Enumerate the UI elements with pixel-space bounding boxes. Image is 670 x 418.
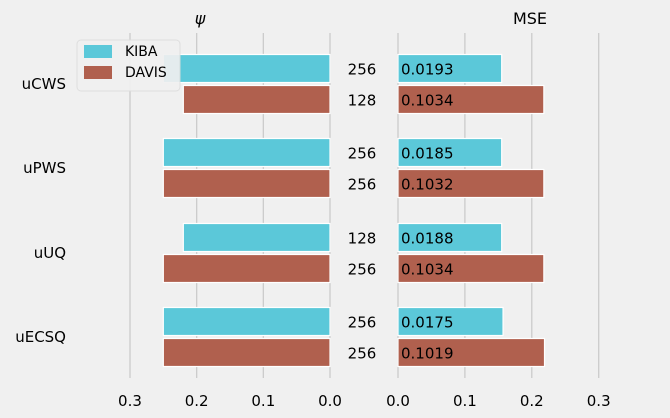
left-tick-label: 0.0 bbox=[318, 392, 342, 410]
mse-annotation-kiba-upws: 0.0185 bbox=[401, 145, 454, 163]
category-label: uPWS bbox=[23, 159, 66, 177]
right-tick-label: 0.0 bbox=[386, 392, 410, 410]
legend-label-kiba: KIBA bbox=[125, 44, 158, 60]
psi-bar-kiba-uuq bbox=[182, 222, 331, 253]
legend-swatch-davis bbox=[84, 66, 112, 79]
legend-swatch-kiba bbox=[84, 45, 112, 58]
left-tick-label: 0.2 bbox=[185, 392, 209, 410]
mse-panel-title: MSE bbox=[513, 9, 547, 28]
legend-label-davis: DAVIS bbox=[125, 65, 167, 81]
bars bbox=[162, 53, 546, 368]
psi-bar-kiba-uecsq bbox=[162, 306, 331, 337]
mse-annotation-davis-uuq: 0.1034 bbox=[401, 261, 454, 279]
category-label: uUQ bbox=[34, 244, 66, 262]
psi-annotation-davis-ucws: 128 bbox=[348, 92, 377, 110]
psi-bar-davis-uuq bbox=[162, 253, 331, 284]
psi-annotation-davis-uecsq: 256 bbox=[348, 345, 377, 363]
psi-bar-davis-ucws bbox=[182, 84, 331, 115]
left-tick-label: 0.3 bbox=[118, 392, 142, 410]
psi-annotation-davis-upws: 256 bbox=[348, 176, 377, 194]
mse-annotation-davis-ucws: 0.1034 bbox=[401, 92, 454, 110]
psi-bar-davis-uecsq bbox=[162, 337, 331, 368]
mse-bar-davis-upws bbox=[397, 168, 545, 199]
mse-bar-kiba-ucws bbox=[397, 53, 503, 84]
psi-bar-kiba-upws bbox=[162, 137, 331, 168]
psi-annotation-kiba-ucws: 256 bbox=[348, 61, 377, 79]
psi-bar-davis-upws bbox=[162, 168, 331, 199]
mse-bar-davis-uecsq bbox=[397, 337, 546, 368]
right-tick-label: 0.1 bbox=[453, 392, 477, 410]
psi-panel-title: ψ bbox=[195, 9, 206, 28]
mse-bar-kiba-uecsq bbox=[397, 306, 504, 337]
psi-bar-kiba-ucws bbox=[162, 53, 331, 84]
labels: 256 256 128 256 128 256 256 256 0.0193 0.0185 0.01… bbox=[15, 9, 610, 410]
category-label: uECSQ bbox=[15, 328, 66, 346]
mse-bar-davis-uuq bbox=[397, 253, 545, 284]
legend: KIBA DAVIS bbox=[76, 39, 181, 92]
mse-annotation-kiba-uecsq: 0.0175 bbox=[401, 314, 454, 332]
psi-annotation-davis-uuq: 256 bbox=[348, 261, 377, 279]
psi-annotation-kiba-upws: 256 bbox=[348, 145, 377, 163]
mse-bar-kiba-uuq bbox=[397, 222, 503, 253]
mse-bar-davis-ucws bbox=[397, 84, 545, 115]
mse-annotation-kiba-uuq: 0.0188 bbox=[401, 230, 454, 248]
category-label: uCWS bbox=[22, 75, 66, 93]
right-tick-label: 0.2 bbox=[520, 392, 544, 410]
mse-annotation-davis-uecsq: 0.1019 bbox=[401, 345, 454, 363]
left-tick-label: 0.1 bbox=[251, 392, 275, 410]
mse-annotation-davis-upws: 0.1032 bbox=[401, 176, 454, 194]
right-tick-label: 0.3 bbox=[587, 392, 611, 410]
mse-annotation-kiba-ucws: 0.0193 bbox=[401, 61, 454, 79]
psi-annotation-kiba-uecsq: 256 bbox=[348, 314, 377, 332]
mse-bar-kiba-upws bbox=[397, 137, 503, 168]
psi-annotation-kiba-uuq: 128 bbox=[348, 230, 377, 248]
